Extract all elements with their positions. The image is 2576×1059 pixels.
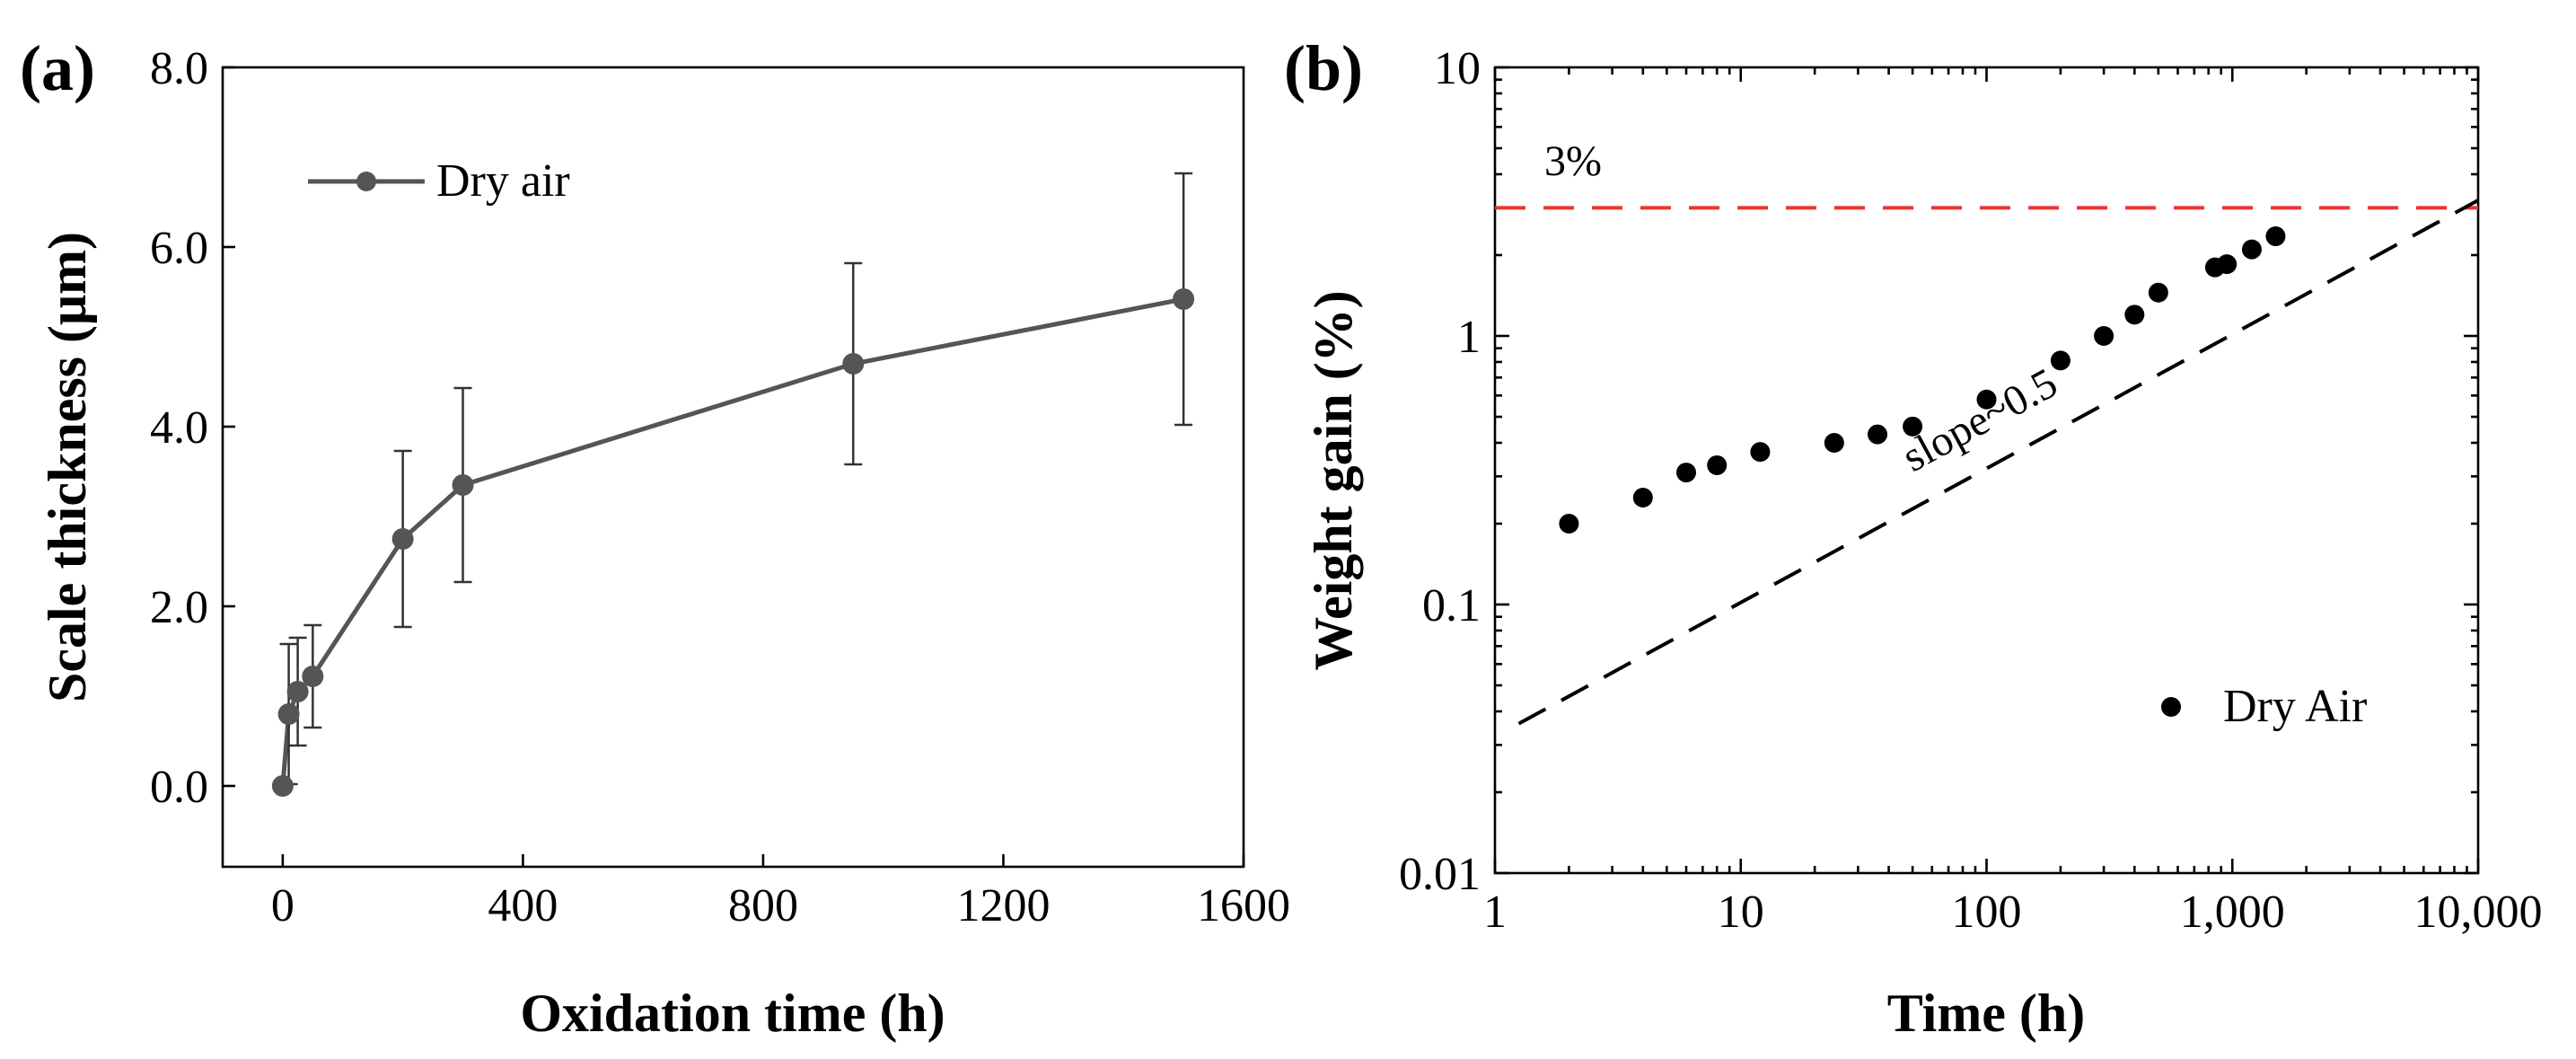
panel-b-data-point — [1676, 463, 1697, 483]
panel-b-data-point — [1750, 442, 1771, 463]
panel-b-y-tick-label: 0.1 — [1422, 580, 1481, 631]
panel-b-reference-label: 3% — [1544, 137, 1602, 185]
panel-b-legend-label: Dry Air — [2223, 681, 2367, 732]
panel-b-data-point — [2217, 254, 2238, 275]
panel-a-y-tick-label: 8.0 — [150, 43, 208, 94]
panel-a-series-dry-air — [271, 172, 1195, 797]
panel-b-data-point — [1632, 488, 1653, 508]
panel-a-data-point — [842, 353, 865, 375]
panel-b-label: (b) — [1284, 32, 1363, 104]
panel-b-data-point — [1707, 454, 1728, 475]
panel-b-legend-marker — [2161, 697, 2181, 717]
panel-b-y-tick-label: 1 — [1457, 312, 1481, 363]
panel-a-axes-frame — [221, 66, 1245, 869]
panel-a-x-tick-label: 1200 — [956, 880, 1050, 931]
panel-b-y-tick-label: 0.01 — [1399, 849, 1481, 900]
panel-a-legend-label: Dry air — [436, 155, 570, 207]
panel-b-y-axis-label: Weight gain (%) — [1304, 290, 1363, 670]
panel-a-data-point — [286, 681, 309, 702]
panel-a-y-tick-label: 0.0 — [150, 762, 208, 813]
panel-b-x-tick-label: 1 — [1483, 887, 1507, 938]
panel-a-y-tick-label: 4.0 — [150, 402, 208, 454]
panel-a: (a) 0 400 800 1200 1600 0.0 2.0 4.0 6.0 8.0 Oxid… — [20, 32, 1290, 1043]
panel-b-data-point — [1976, 389, 1997, 410]
panel-b-y-ticks: 0.01 0.1 1 10 — [1399, 43, 2478, 900]
panel-a-x-ticks: 0 400 800 1200 1600 — [271, 854, 1290, 931]
panel-b-axes-frame — [1493, 66, 2480, 875]
panel-a-data-point — [391, 528, 414, 550]
panel-a-data-point — [1173, 288, 1195, 310]
panel-b-data-point — [1868, 424, 1888, 445]
panel-a-x-axis-label: Oxidation time (h) — [520, 984, 945, 1043]
panel-b-data-point — [2148, 282, 2168, 303]
panel-b-series-dry-air — [1559, 226, 2286, 534]
panel-b-x-tick-label: 10,000 — [2414, 887, 2543, 938]
panel-a-x-tick-label: 1600 — [1197, 880, 1290, 931]
panel-b-data-point — [1903, 416, 1923, 437]
panel-a-data-point — [277, 703, 300, 725]
panel-a-y-ticks: 0.0 2.0 4.0 6.0 8.0 — [150, 43, 235, 813]
panel-b-data-point — [2050, 350, 2070, 371]
panel-b-data-point — [2241, 239, 2262, 260]
panel-b-data-point — [2124, 304, 2145, 325]
panel-b-y-tick-label: 10 — [1434, 43, 1481, 94]
panel-a-legend-marker — [356, 172, 376, 191]
panel-a-y-tick-label: 2.0 — [150, 582, 208, 633]
panel-a-x-tick-label: 800 — [728, 880, 798, 931]
panel-b-x-ticks: 1 10 100 1,000 10,000 — [1483, 67, 2543, 938]
panel-a-x-tick-label: 400 — [488, 880, 558, 931]
panel-b-x-tick-label: 1,000 — [2180, 887, 2285, 938]
panel-b-data-point — [2265, 226, 2286, 247]
panel-a-data-point — [302, 666, 324, 687]
panel-b-data-point — [2094, 326, 2114, 346]
panel-b-x-tick-label: 10 — [1718, 887, 1764, 938]
panel-b-x-tick-label: 100 — [1952, 887, 2022, 938]
panel-a-y-axis-label: Scale thickness (μm) — [38, 232, 97, 702]
panel-a-data-point — [452, 474, 474, 496]
panel-a-series-line — [280, 296, 1184, 787]
panel-a-x-tick-label: 0 — [271, 880, 295, 931]
panel-b-x-axis-label: Time (h) — [1887, 984, 2086, 1043]
panel-b-slope-line — [1517, 199, 2479, 726]
panel-b-data-point — [1824, 432, 1844, 453]
panel-a-label: (a) — [20, 32, 95, 104]
panel-b-data-point — [1559, 513, 1579, 534]
panel-b: (b) 1 10 100 1,000 10,000 0.01 0.1 1 10 Time (h… — [1284, 32, 2543, 1043]
panel-a-data-point — [271, 775, 294, 797]
panel-a-y-tick-label: 6.0 — [150, 223, 208, 274]
